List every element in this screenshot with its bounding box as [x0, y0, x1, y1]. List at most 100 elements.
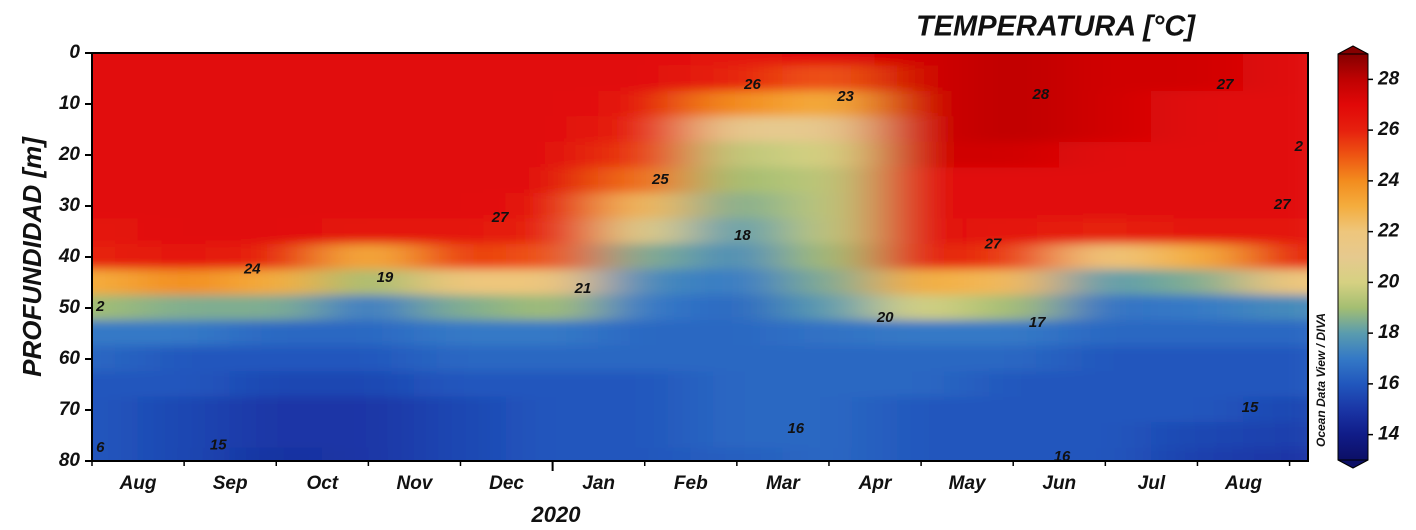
cell [506, 192, 600, 220]
cell [413, 422, 508, 449]
cell [92, 218, 139, 245]
y-tick-label: 30 [59, 195, 81, 216]
x-tick-label: Dec [489, 473, 524, 494]
contour-label: 28 [1032, 86, 1050, 103]
cell [690, 422, 784, 449]
cell [782, 192, 876, 220]
cell [874, 90, 968, 118]
cell [92, 345, 139, 373]
cell [92, 53, 139, 67]
cell [137, 53, 231, 67]
cell [1243, 269, 1308, 296]
cell [1058, 269, 1152, 296]
cell [1150, 371, 1245, 398]
cell [413, 90, 508, 118]
cell [598, 396, 692, 424]
cell [1058, 65, 1152, 92]
cell [229, 447, 323, 461]
cell [782, 422, 876, 449]
cell [1058, 294, 1152, 322]
cell [782, 141, 876, 169]
cell [229, 90, 323, 118]
colorbar-tick-label: 22 [1377, 221, 1400, 242]
cell [966, 116, 1060, 143]
contour-label: 19 [377, 269, 394, 286]
cell [690, 192, 784, 220]
cell [1243, 192, 1308, 220]
cell [598, 141, 692, 169]
colorbar-tick-label: 28 [1377, 68, 1400, 89]
cell [966, 167, 1060, 194]
cell [690, 269, 784, 296]
cell [506, 116, 600, 143]
cell [598, 192, 692, 220]
cells [92, 53, 1308, 461]
cell [137, 396, 231, 424]
cell [229, 141, 323, 169]
cell [321, 116, 415, 143]
cell [1058, 345, 1152, 373]
cell [413, 243, 508, 271]
cell [506, 294, 600, 322]
cell [506, 141, 600, 169]
cell [782, 447, 876, 461]
cell [874, 192, 968, 220]
cell [413, 294, 508, 322]
x-tick-label: Apr [858, 473, 893, 494]
x-tick-label: Jan [582, 473, 615, 494]
cell [874, 447, 968, 461]
x-tick-label: May [949, 473, 987, 494]
cell [782, 65, 876, 92]
cell [690, 167, 784, 194]
cell [321, 243, 415, 271]
cell [506, 320, 600, 347]
cell [874, 294, 968, 322]
cell [966, 192, 1060, 220]
cell [137, 65, 231, 92]
cell [1058, 447, 1152, 461]
cell [874, 371, 968, 398]
cell [1243, 65, 1308, 92]
x-tick-label: Sep [213, 473, 248, 494]
y-tick-label: 0 [69, 42, 80, 63]
cell [413, 371, 508, 398]
cell [966, 320, 1060, 347]
contour-label: 26 [743, 76, 761, 93]
cell [506, 218, 600, 245]
contour-label: 6 [96, 439, 105, 456]
cell [1243, 218, 1308, 245]
cell [598, 218, 692, 245]
cell [92, 396, 139, 424]
cell [321, 422, 415, 449]
cell [782, 371, 876, 398]
contour-label: 21 [574, 280, 592, 297]
cell [413, 218, 508, 245]
cell [321, 141, 415, 169]
cell [92, 90, 139, 118]
cell [690, 116, 784, 143]
cell [966, 345, 1060, 373]
y-tick-label: 80 [59, 450, 81, 471]
cell [321, 269, 415, 296]
cell [229, 396, 323, 424]
colorbar-tick-label: 26 [1377, 119, 1400, 140]
cell [874, 345, 968, 373]
cell [1150, 192, 1245, 220]
contour-label: 18 [734, 227, 751, 244]
cell [690, 371, 784, 398]
cell [690, 90, 784, 118]
contour-label: 2 [95, 298, 105, 315]
cell [782, 269, 876, 296]
cell [598, 422, 692, 449]
cell [1243, 371, 1308, 398]
colorbar-tick-label: 24 [1377, 170, 1400, 191]
cell [874, 396, 968, 424]
y-axis-label: PROFUNDIDAD [m] [17, 136, 47, 377]
cell [92, 141, 139, 169]
cell [598, 90, 692, 118]
cell [966, 65, 1060, 92]
cell [506, 371, 600, 398]
cell [229, 294, 323, 322]
cell [1243, 167, 1308, 194]
colorbar-top-arrow [1337, 45, 1369, 55]
